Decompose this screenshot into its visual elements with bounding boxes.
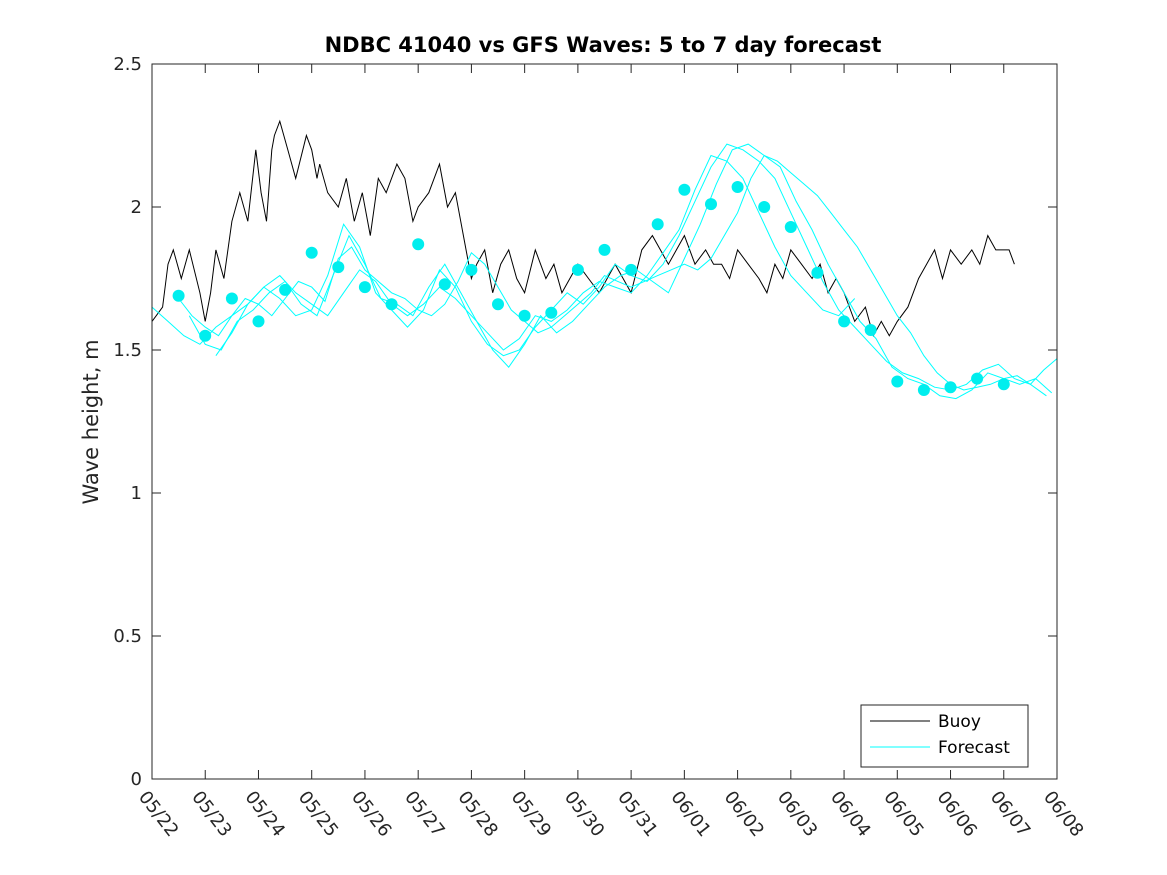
legend-forecast-label: Forecast bbox=[938, 738, 1010, 758]
forecast-marker bbox=[678, 183, 691, 196]
forecast-marker bbox=[758, 201, 771, 213]
forecast-marker bbox=[199, 329, 212, 342]
forecast-marker bbox=[279, 283, 292, 296]
forecast-marker bbox=[571, 263, 584, 276]
x-tick-label: 05/24 bbox=[241, 787, 289, 841]
y-tick-label: 2.5 bbox=[113, 54, 142, 75]
x-tick-label: 06/08 bbox=[1039, 787, 1087, 841]
legend: Buoy Forecast bbox=[860, 704, 1029, 768]
forecast-marker bbox=[891, 375, 904, 388]
axes-box bbox=[151, 63, 1058, 780]
y-tick-label: 1.5 bbox=[113, 340, 142, 361]
buoy-line bbox=[151, 119, 1015, 338]
x-tick-label: 05/22 bbox=[134, 787, 182, 841]
x-tick-label: 05/30 bbox=[560, 787, 608, 841]
forecast-marker bbox=[864, 324, 877, 336]
forecast-marker bbox=[731, 181, 744, 193]
forecast-marker bbox=[545, 306, 558, 319]
forecast-marker bbox=[651, 218, 664, 231]
x-tick-label: 05/31 bbox=[613, 787, 661, 841]
forecast-marker bbox=[465, 263, 478, 276]
forecast-marker bbox=[492, 298, 504, 311]
x-tick-label: 05/25 bbox=[294, 787, 342, 841]
forecast-line-2 bbox=[188, 143, 1053, 400]
forecast-marker bbox=[385, 298, 398, 311]
y-tick-label: 2 bbox=[131, 197, 142, 218]
forecast-marker bbox=[412, 238, 425, 251]
forecast-marker bbox=[518, 309, 531, 322]
y-tick-label: 0.5 bbox=[113, 626, 142, 647]
y-axis-label: Wave height, m bbox=[79, 339, 103, 504]
x-tick-label: 05/27 bbox=[400, 787, 448, 841]
x-tick-label: 06/03 bbox=[773, 787, 821, 841]
forecast-marker bbox=[971, 372, 984, 385]
x-tick-label: 06/06 bbox=[933, 787, 981, 841]
forecast-marker bbox=[705, 198, 717, 211]
forecast-marker bbox=[598, 243, 611, 256]
y-tick-label: 1 bbox=[131, 483, 142, 504]
x-tick-label: 06/05 bbox=[879, 787, 927, 841]
x-tick-label: 05/23 bbox=[187, 787, 235, 841]
chart-title: NDBC 41040 vs GFS Waves: 5 to 7 day fore… bbox=[325, 33, 882, 57]
x-tick-label: 06/01 bbox=[666, 787, 714, 841]
forecast-marker bbox=[784, 221, 797, 233]
forecast-marker bbox=[358, 281, 371, 294]
forecast-marker bbox=[625, 263, 638, 276]
x-tick-label: 05/28 bbox=[453, 787, 501, 841]
forecast-marker bbox=[172, 289, 185, 302]
x-tick-label: 05/29 bbox=[507, 787, 555, 841]
forecast-line-1 bbox=[178, 154, 1058, 391]
x-tick-label: 05/26 bbox=[347, 787, 395, 841]
y-tick-label: 0 bbox=[131, 769, 142, 790]
legend-buoy-label: Buoy bbox=[938, 712, 981, 732]
forecast-marker bbox=[838, 315, 851, 328]
x-tick-label: 06/02 bbox=[720, 787, 768, 841]
forecast-marker bbox=[332, 261, 345, 274]
forecast-marker bbox=[305, 246, 318, 259]
forecast-line-4 bbox=[151, 154, 856, 351]
forecast-marker bbox=[811, 266, 824, 279]
x-tick-label: 06/04 bbox=[826, 787, 874, 841]
forecast-marker bbox=[917, 384, 930, 396]
forecast-marker bbox=[944, 381, 957, 394]
forecast-marker bbox=[997, 378, 1010, 391]
legend-box bbox=[860, 704, 1029, 768]
forecast-marker bbox=[438, 278, 451, 291]
x-tick-label: 06/07 bbox=[986, 787, 1034, 841]
plot-area bbox=[152, 64, 1057, 779]
forecast-marker bbox=[252, 315, 265, 328]
forecast-marker bbox=[225, 292, 238, 305]
series-layer bbox=[151, 119, 1058, 400]
